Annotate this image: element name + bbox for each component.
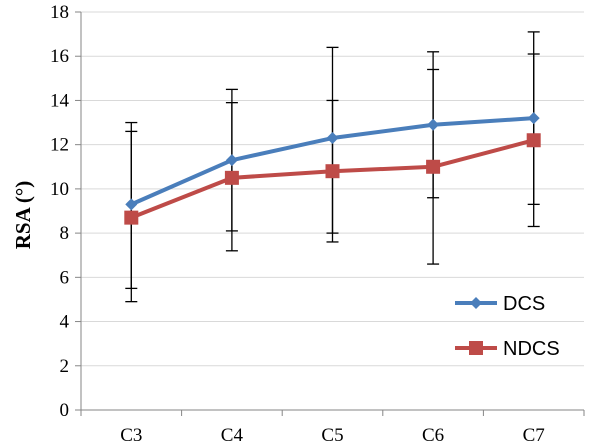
y-tick-label: 18 [50,2,69,23]
y-tick-label: 10 [50,179,69,200]
data-point-dcs [125,198,138,211]
series-lines [124,112,541,225]
y-tick-label: 4 [60,312,70,333]
legend-marker-dcs [470,297,482,309]
data-point-ndcs [426,159,441,174]
x-tick-label: C4 [221,425,244,446]
data-point-dcs [326,132,339,145]
x-tick-label: C7 [523,425,545,446]
x-axis-ticks: C3 C4 C5 C6 C7 [120,425,545,446]
y-axis-ticks: 0 2 4 6 8 10 12 14 16 18 [50,2,70,421]
x-tick-label: C3 [120,425,142,446]
data-point-ndcs [224,170,239,185]
data-point-ndcs [325,164,340,179]
y-tick-label: 2 [60,356,70,377]
axes [75,11,585,416]
y-axis-title: RSA (°) [11,181,35,250]
y-tick-label: 6 [60,267,70,288]
legend-marker-ndcs [469,341,483,355]
x-tick-label: C6 [422,425,444,446]
y-tick-label: 14 [50,90,70,111]
y-tick-label: 16 [50,46,69,67]
x-tick-label: C5 [321,425,343,446]
data-point-dcs [427,118,440,131]
data-point-ndcs [124,210,139,225]
legend-label-ndcs: NDCS [503,338,560,360]
data-point-ndcs [526,133,541,148]
data-point-dcs [225,154,238,167]
y-tick-label: 0 [60,400,70,421]
data-point-dcs [527,112,540,125]
legend-label-dcs: DCS [503,293,545,315]
y-tick-label: 8 [60,223,70,244]
legend: DCS NDCS [455,293,560,360]
y-tick-label: 12 [50,135,69,156]
